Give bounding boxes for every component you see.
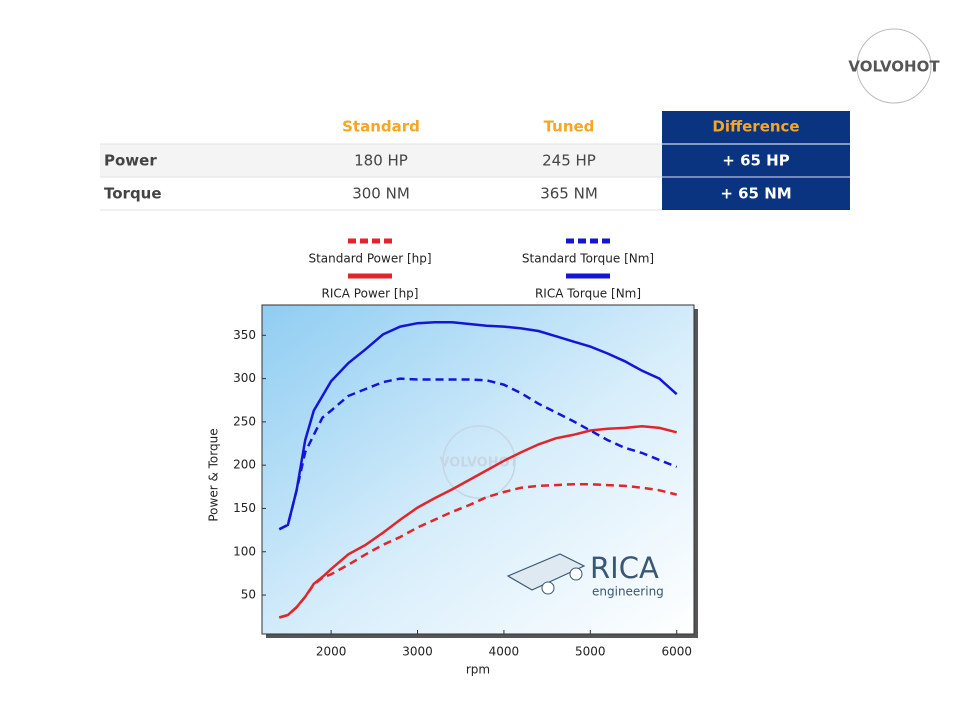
y-tick-label: 200 [233, 458, 256, 472]
header: Tuned [544, 118, 595, 136]
row-label: Torque [104, 185, 162, 203]
y-tick-label: 150 [233, 501, 256, 515]
x-tick-label: 5000 [575, 645, 606, 659]
y-tick-label: 250 [233, 414, 256, 428]
series-line [278, 377, 678, 531]
brand: RICA [590, 551, 659, 585]
x-tick-label: 2000 [316, 645, 347, 659]
brand-icon [506, 553, 586, 595]
y-tick-label: 100 [233, 544, 256, 558]
y-tick-label: 50 [241, 588, 256, 602]
legend-label: Standard Torque [Nm] [522, 252, 654, 266]
difference-column [662, 111, 850, 210]
legend-label: RICA Torque [Nm] [535, 287, 641, 301]
y-tick-label: 350 [233, 328, 256, 342]
series-line [278, 321, 678, 531]
header: Difference [712, 118, 799, 136]
legend-label: RICA Power [hp] [322, 287, 419, 301]
brand-sub: engineering [592, 585, 664, 599]
x-tick-label: 3000 [402, 645, 433, 659]
series-line [278, 424, 678, 619]
watermark: VOLVOHOT [439, 456, 518, 471]
logo: VOLVOHOT [848, 58, 940, 76]
cell: 245 HP [542, 152, 596, 170]
cell: 180 HP [354, 152, 408, 170]
cell: + 65 NM [720, 185, 791, 203]
cell: 300 NM [352, 185, 410, 203]
row-label: Power [104, 152, 157, 170]
cell: + 65 HP [722, 152, 789, 170]
y-axis-title: Power & Torque [207, 428, 221, 521]
row-bg [100, 144, 662, 177]
y-tick-label: 300 [233, 371, 256, 385]
x-tick-label: 6000 [661, 645, 692, 659]
x-tick-label: 4000 [489, 645, 520, 659]
header: Standard [342, 118, 420, 136]
table: Standard Tuned Difference Power 180 HP 2… [100, 111, 850, 211]
cell: 365 NM [540, 185, 598, 203]
x-axis-title: rpm [466, 663, 490, 677]
logo-circle [856, 28, 932, 104]
legend-label: Standard Power [hp] [308, 252, 431, 266]
watermark-circle [442, 425, 516, 499]
